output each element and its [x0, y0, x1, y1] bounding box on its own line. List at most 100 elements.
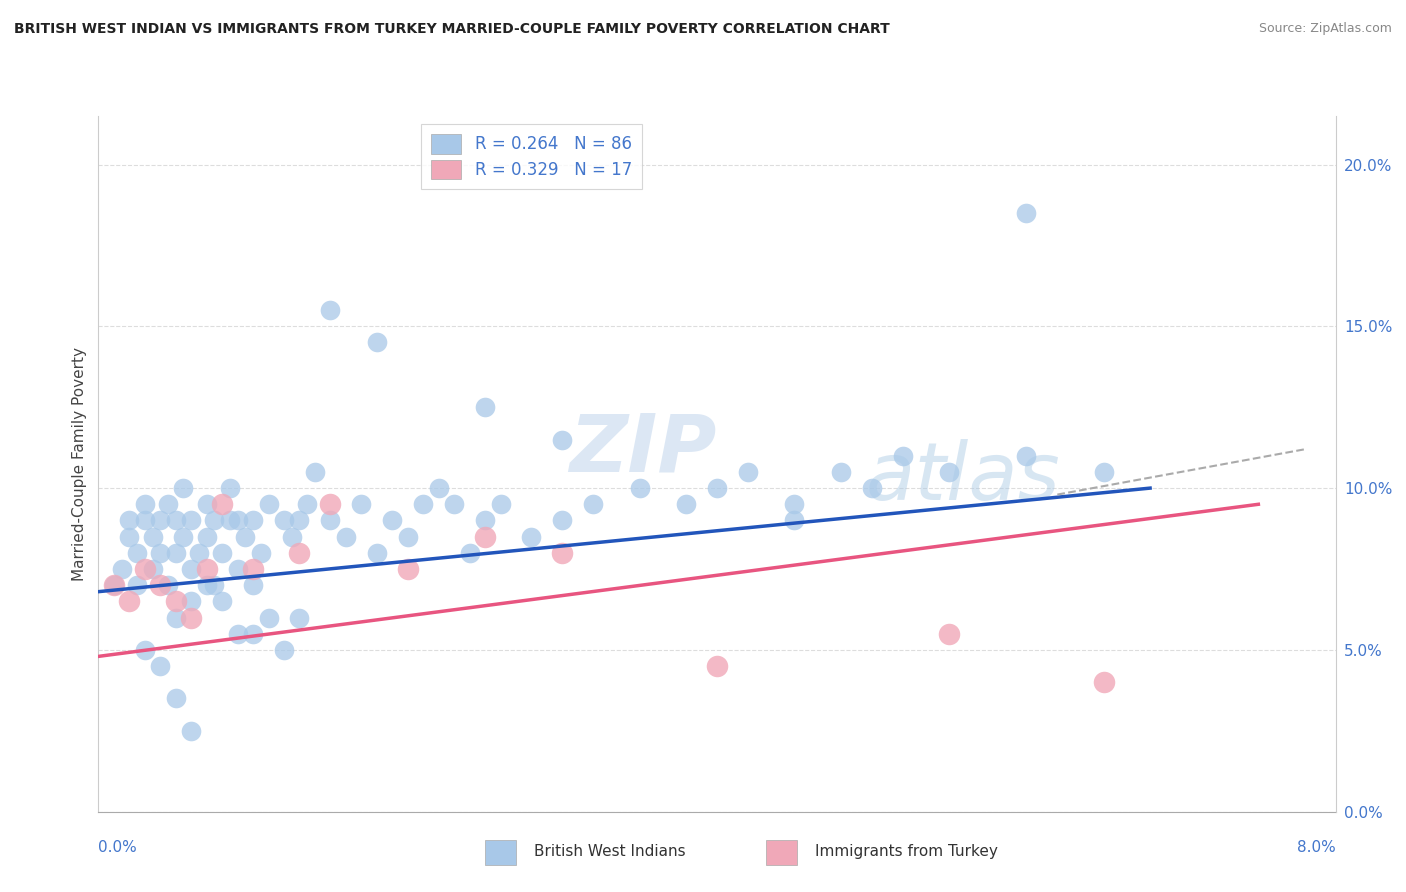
- Point: [204, 513, 226, 527]
- Bar: [485, 840, 516, 865]
- Point: [235, 530, 257, 544]
- Point: [830, 465, 852, 479]
- Point: [165, 691, 187, 706]
- Point: [350, 497, 373, 511]
- Point: [242, 626, 264, 640]
- Point: [412, 497, 434, 511]
- Y-axis label: Married-Couple Family Poverty: Married-Couple Family Poverty: [72, 347, 87, 581]
- Point: [134, 562, 156, 576]
- Point: [165, 610, 187, 624]
- Point: [474, 530, 496, 544]
- Point: [195, 497, 218, 511]
- Point: [443, 497, 465, 511]
- Point: [165, 594, 187, 608]
- Point: [211, 594, 233, 608]
- Point: [319, 513, 342, 527]
- Point: [165, 546, 187, 560]
- Point: [551, 433, 574, 447]
- Point: [396, 530, 419, 544]
- Point: [226, 562, 249, 576]
- Point: [938, 465, 960, 479]
- Point: [242, 578, 264, 592]
- Text: ZIP: ZIP: [568, 411, 716, 489]
- Point: [319, 497, 342, 511]
- Point: [319, 303, 342, 318]
- Point: [860, 481, 883, 495]
- Point: [103, 578, 125, 592]
- Point: [737, 465, 759, 479]
- Point: [474, 401, 496, 415]
- Point: [211, 546, 233, 560]
- Point: [706, 481, 728, 495]
- Point: [211, 497, 233, 511]
- Point: [288, 610, 311, 624]
- Point: [226, 626, 249, 640]
- Point: [273, 513, 295, 527]
- Point: [173, 530, 195, 544]
- Text: atlas: atlas: [866, 439, 1060, 516]
- Point: [127, 546, 149, 560]
- Point: [938, 626, 960, 640]
- Point: [304, 465, 326, 479]
- Point: [188, 546, 211, 560]
- Text: 0.0%: 0.0%: [98, 839, 138, 855]
- Point: [219, 513, 242, 527]
- Point: [103, 578, 125, 592]
- Point: [582, 497, 605, 511]
- Point: [195, 578, 218, 592]
- Legend: R = 0.264   N = 86, R = 0.329   N = 17: R = 0.264 N = 86, R = 0.329 N = 17: [422, 124, 641, 189]
- Point: [288, 546, 311, 560]
- Point: [281, 530, 304, 544]
- Text: 8.0%: 8.0%: [1296, 839, 1336, 855]
- Point: [366, 335, 388, 350]
- Point: [157, 497, 180, 511]
- Point: [783, 513, 806, 527]
- Point: [675, 497, 697, 511]
- Text: Source: ZipAtlas.com: Source: ZipAtlas.com: [1258, 22, 1392, 36]
- Text: Immigrants from Turkey: Immigrants from Turkey: [815, 845, 998, 859]
- Point: [165, 513, 187, 527]
- Point: [628, 481, 651, 495]
- Point: [1015, 206, 1038, 220]
- Point: [195, 562, 218, 576]
- Point: [335, 530, 357, 544]
- Bar: [766, 840, 797, 865]
- Point: [118, 513, 141, 527]
- Text: BRITISH WEST INDIAN VS IMMIGRANTS FROM TURKEY MARRIED-COUPLE FAMILY POVERTY CORR: BRITISH WEST INDIAN VS IMMIGRANTS FROM T…: [14, 22, 890, 37]
- Point: [219, 481, 242, 495]
- Point: [458, 546, 481, 560]
- Point: [180, 610, 202, 624]
- Point: [706, 659, 728, 673]
- Point: [273, 643, 295, 657]
- Point: [173, 481, 195, 495]
- Point: [242, 513, 264, 527]
- Point: [551, 513, 574, 527]
- Text: British West Indians: British West Indians: [534, 845, 686, 859]
- Point: [427, 481, 450, 495]
- Point: [783, 497, 806, 511]
- Point: [118, 530, 141, 544]
- Point: [111, 562, 134, 576]
- Point: [180, 513, 202, 527]
- Point: [891, 449, 914, 463]
- Point: [297, 497, 319, 511]
- Point: [551, 546, 574, 560]
- Point: [1092, 465, 1115, 479]
- Point: [288, 513, 311, 527]
- Point: [180, 723, 202, 738]
- Point: [157, 578, 180, 592]
- Point: [474, 513, 496, 527]
- Point: [1015, 449, 1038, 463]
- Point: [226, 513, 249, 527]
- Point: [180, 594, 202, 608]
- Point: [1092, 675, 1115, 690]
- Point: [127, 578, 149, 592]
- Point: [366, 546, 388, 560]
- Point: [134, 643, 156, 657]
- Point: [141, 562, 165, 576]
- Point: [257, 497, 280, 511]
- Point: [118, 594, 141, 608]
- Point: [134, 497, 156, 511]
- Point: [381, 513, 404, 527]
- Point: [195, 530, 218, 544]
